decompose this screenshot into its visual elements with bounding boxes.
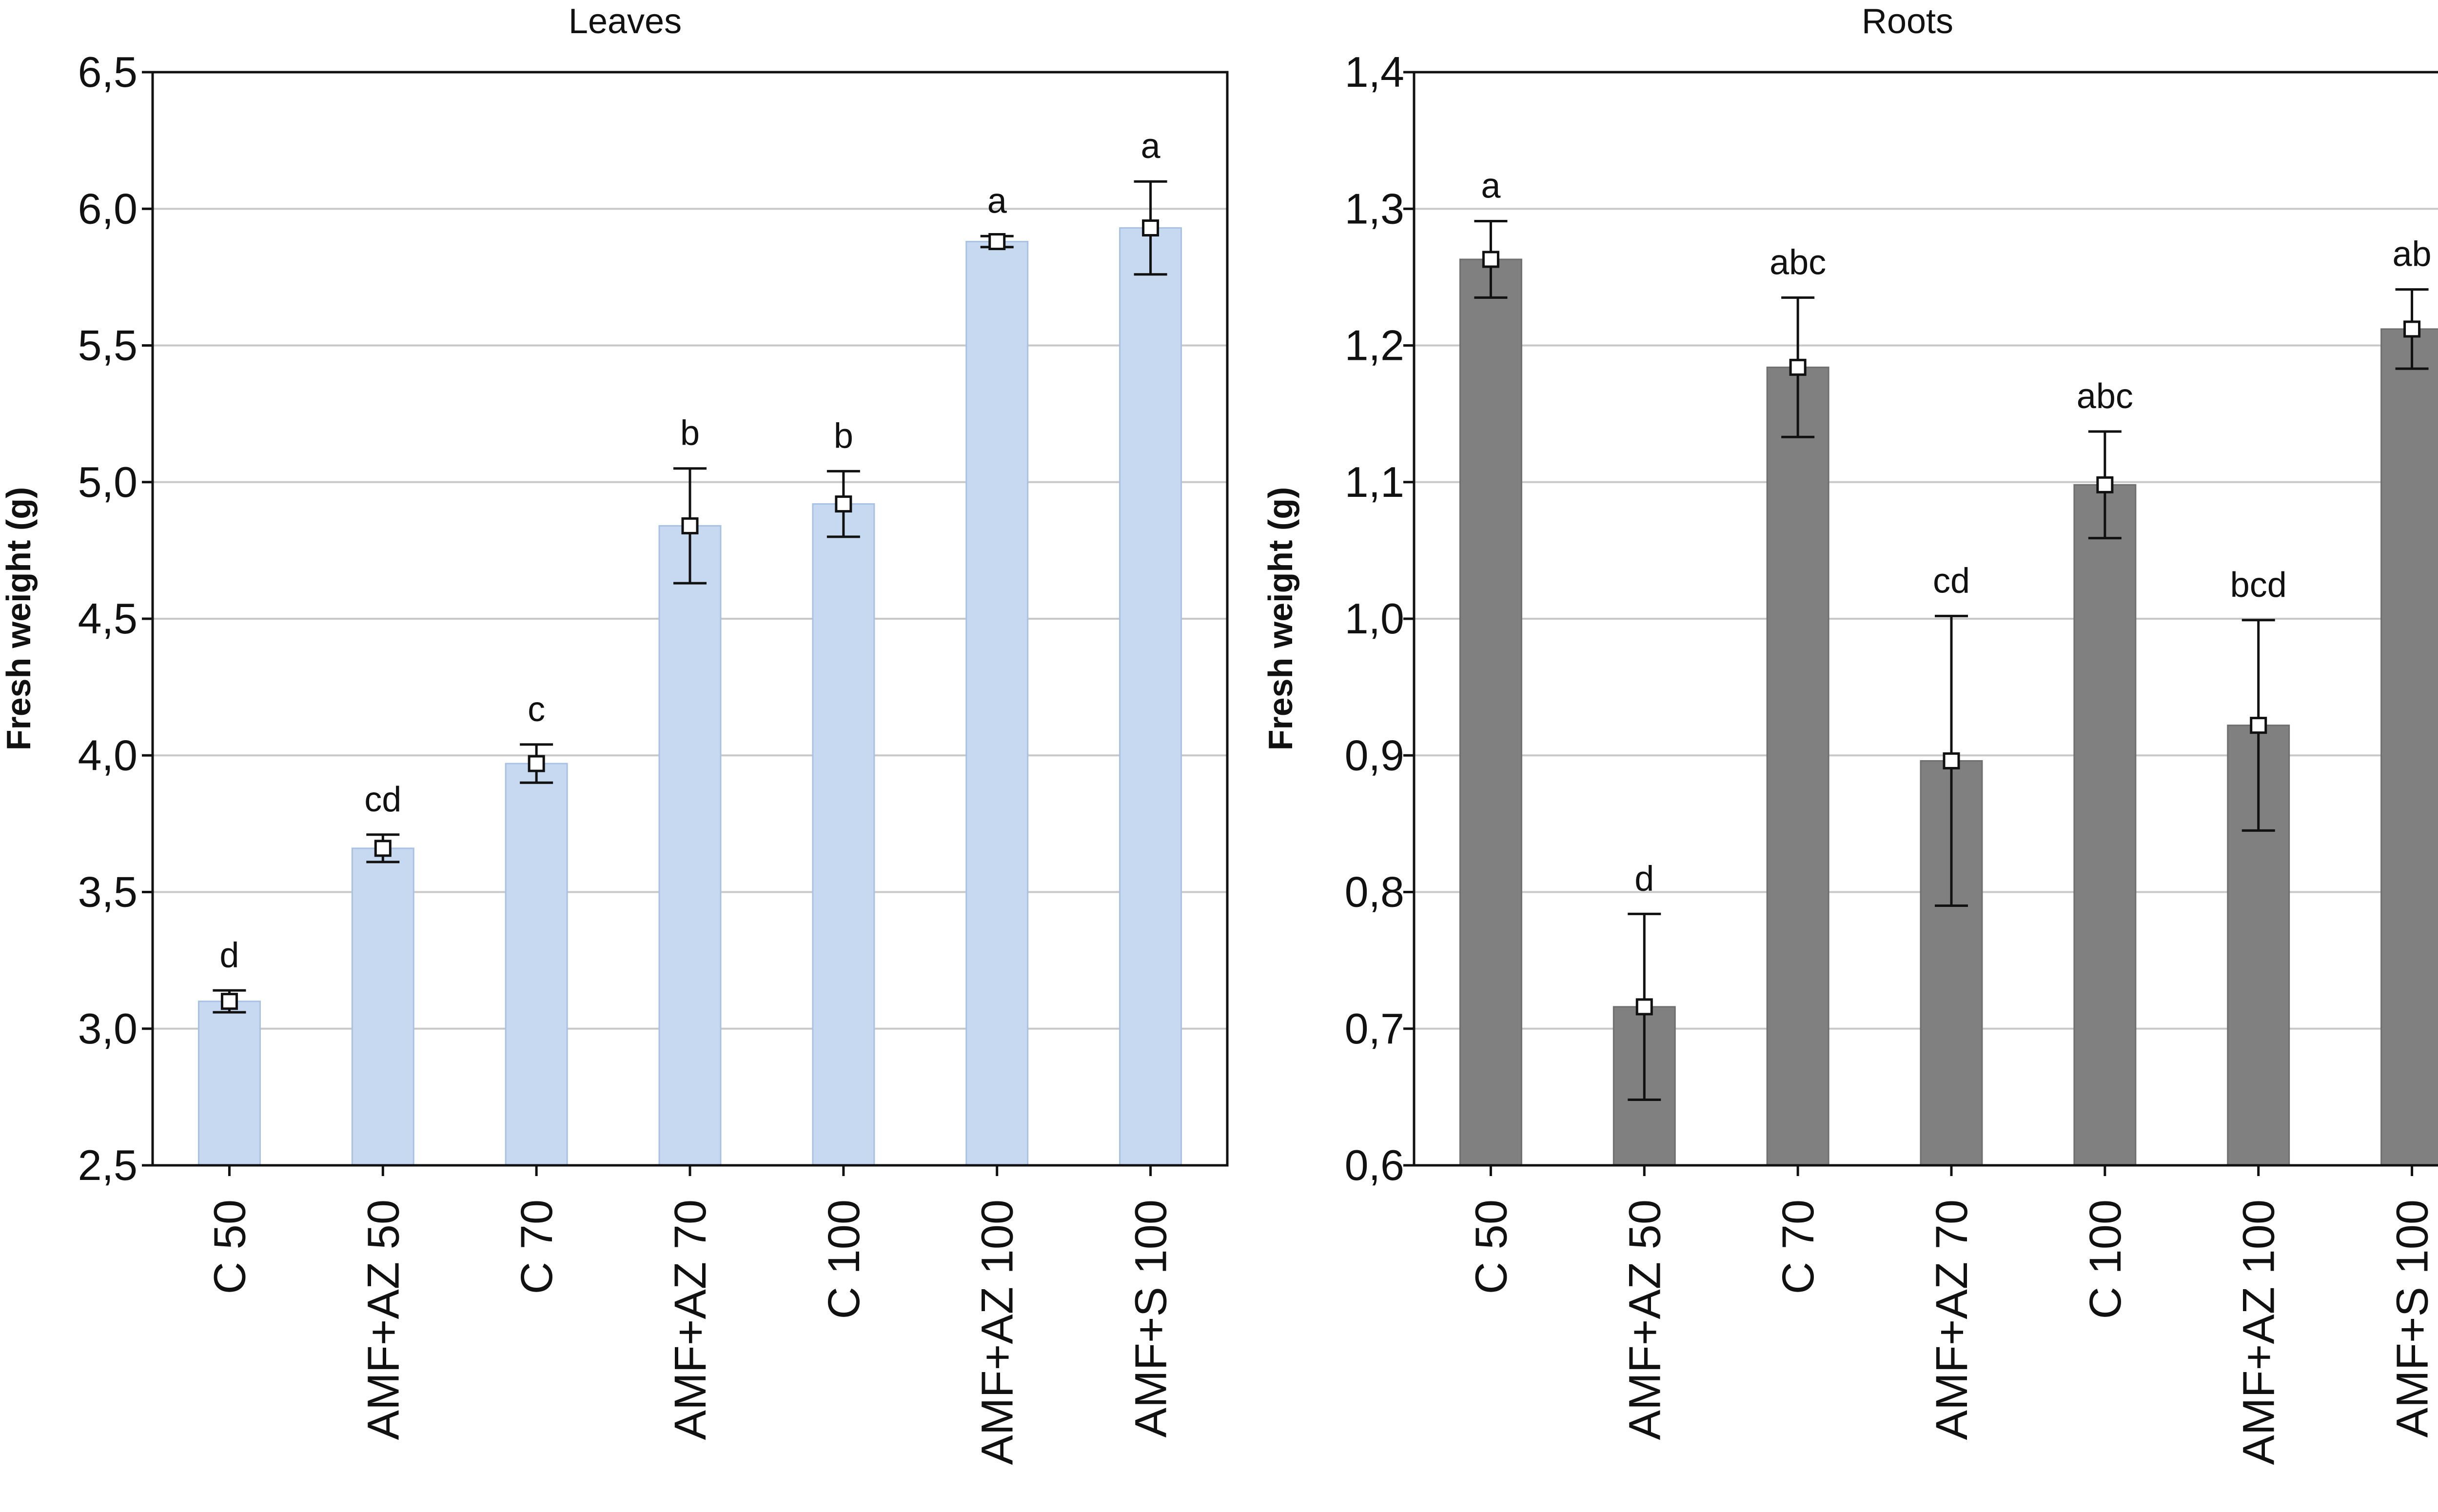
significance-label: b (680, 414, 700, 453)
y-axis-label: Fresh weight (g) (1261, 487, 1299, 751)
ytick-label: 1,3 (1345, 184, 1404, 233)
xtick-label: AMF+AZ 50 (1620, 1199, 1670, 1440)
ytick-label: 3,0 (78, 1004, 138, 1053)
significance-label: cd (1933, 561, 1970, 600)
significance-label: bcd (2230, 566, 2287, 605)
xtick-label: AMF+AZ 100 (973, 1199, 1022, 1465)
xtick-label: AMF+S 100 (2388, 1199, 2438, 1437)
panel-title: Leaves (569, 2, 682, 41)
mean-marker (2250, 717, 2267, 734)
bar (812, 503, 875, 1166)
ytick-label: 4,5 (78, 594, 138, 643)
ytick-label: 5,0 (78, 458, 138, 506)
mean-marker (2096, 476, 2114, 493)
xtick-label: AMF+AZ 100 (2234, 1199, 2284, 1465)
mean-marker (2403, 320, 2421, 338)
xtick-label: AMF+S 100 (1126, 1199, 1176, 1437)
ytick-label: 3,5 (78, 868, 138, 916)
y-axis-label: Fresh weight (g) (0, 487, 38, 751)
ytick-label: 6,5 (78, 48, 138, 96)
xtick-label: C 70 (512, 1199, 562, 1294)
bar (1119, 227, 1182, 1166)
mean-marker (1482, 251, 1499, 268)
bar (2380, 328, 2438, 1166)
ytick-label: 1,4 (1345, 48, 1404, 96)
mean-marker (1142, 219, 1160, 236)
significance-label: abc (2077, 377, 2133, 416)
ytick-label: 2,5 (78, 1141, 138, 1189)
significance-label: cd (364, 780, 401, 819)
bar (197, 1001, 261, 1166)
xtick-label: C 100 (2081, 1199, 2130, 1319)
mean-marker (1635, 998, 1653, 1016)
xtick-label: AMF+AZ 70 (1927, 1199, 1977, 1440)
bar (965, 241, 1029, 1166)
significance-label: abc (1770, 243, 1826, 282)
mean-marker (528, 755, 545, 772)
mean-marker (1943, 752, 1960, 769)
bar (1459, 258, 1522, 1166)
bar (1766, 366, 1829, 1166)
xtick-label: AMF+AZ 50 (358, 1199, 408, 1440)
xtick-label: C 100 (819, 1199, 869, 1319)
mean-marker (835, 495, 852, 513)
significance-label: a (1141, 127, 1161, 166)
ytick-label: 4,0 (78, 731, 138, 779)
significance-label: d (219, 936, 239, 975)
mean-marker (220, 993, 238, 1010)
ytick-label: 0,9 (1345, 731, 1404, 779)
xtick-label: C 50 (1466, 1199, 1516, 1294)
panel-title: Roots (1862, 2, 1953, 41)
ytick-label: 5,5 (78, 321, 138, 370)
ytick-label: 0,8 (1345, 868, 1404, 916)
significance-label: ab (2393, 235, 2432, 274)
ytick-label: 0,7 (1345, 1004, 1404, 1053)
xtick-label: C 70 (1773, 1199, 1823, 1294)
bar (505, 763, 568, 1166)
ytick-label: 0,6 (1345, 1141, 1404, 1189)
mean-marker (681, 517, 699, 534)
significance-label: a (1481, 166, 1501, 205)
mean-marker (988, 233, 1006, 251)
significance-label: b (834, 416, 853, 455)
chart-panel-roots: a d abc cd abc bcd ab 0,6 0,7 0,8 0,9 1,0 1,1 1,2 1,3 1… (1261, 2, 2438, 1465)
ytick-label: 1,2 (1345, 321, 1404, 370)
mean-marker (374, 840, 392, 857)
ytick-label: 1,0 (1345, 594, 1404, 643)
significance-label: d (1634, 859, 1654, 898)
xtick-label: AMF+AZ 70 (666, 1199, 715, 1440)
ytick-label: 1,1 (1345, 458, 1404, 506)
bar (351, 847, 414, 1166)
significance-label: a (987, 181, 1007, 220)
chart-panel-leaves: d cd c b b a a 2,5 3,0 3,5 4,0 4,5 5,0 5,5 6,0 6,5 C 50 A… (0, 2, 1229, 1465)
bar (658, 525, 722, 1166)
bar (2073, 484, 2137, 1166)
xtick-label: C 50 (205, 1199, 255, 1294)
ytick-label: 6,0 (78, 184, 138, 233)
mean-marker (1789, 358, 1807, 376)
significance-label: c (528, 690, 545, 729)
